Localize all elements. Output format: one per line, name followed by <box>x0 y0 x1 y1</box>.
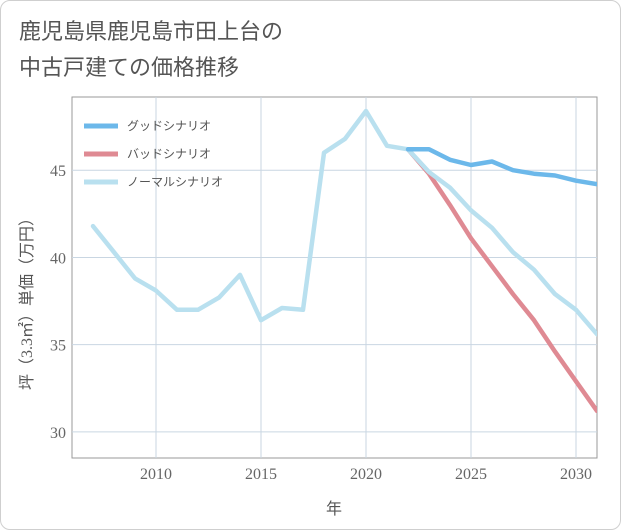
chart-title: 鹿児島県鹿児島市田上台の 中古戸建ての価格推移 <box>19 15 519 87</box>
series-lines <box>90 108 597 414</box>
x-tick-label: 2020 <box>350 466 382 483</box>
chart-title-line-1: 鹿児島県鹿児島市田上台の <box>19 20 284 45</box>
grid-lines <box>72 97 597 458</box>
y-tick-label: 35 <box>50 338 66 355</box>
chart-title-line-2: 中古戸建ての価格推移 <box>19 56 240 81</box>
x-tick-label: 2015 <box>245 466 277 483</box>
normal-scenario-line <box>90 108 597 337</box>
normal-legend-label: ノーマルシナリオ <box>127 175 223 189</box>
bad-legend-label: バッドシナリオ <box>127 147 211 161</box>
x-tick-label: 2030 <box>560 466 592 483</box>
y-tick-labels: 30 35 40 45 <box>50 163 66 442</box>
plot-area <box>71 96 598 459</box>
bad-scenario-line <box>405 147 597 414</box>
good-legend-label: グッドシナリオ <box>127 119 211 133</box>
good-scenario-line <box>405 147 597 187</box>
y-tick-label: 30 <box>50 425 66 442</box>
x-tick-label: 2010 <box>140 466 172 483</box>
x-tick-label: 2025 <box>455 466 487 483</box>
y-axis-label: 坪（3.3㎡）単価（万円） <box>18 210 36 390</box>
x-tick-labels: 2010 2015 2020 2025 2030 <box>140 466 592 483</box>
y-tick-label: 45 <box>50 163 66 180</box>
x-axis-label: 年 <box>326 500 342 518</box>
y-tick-label: 40 <box>50 250 66 267</box>
